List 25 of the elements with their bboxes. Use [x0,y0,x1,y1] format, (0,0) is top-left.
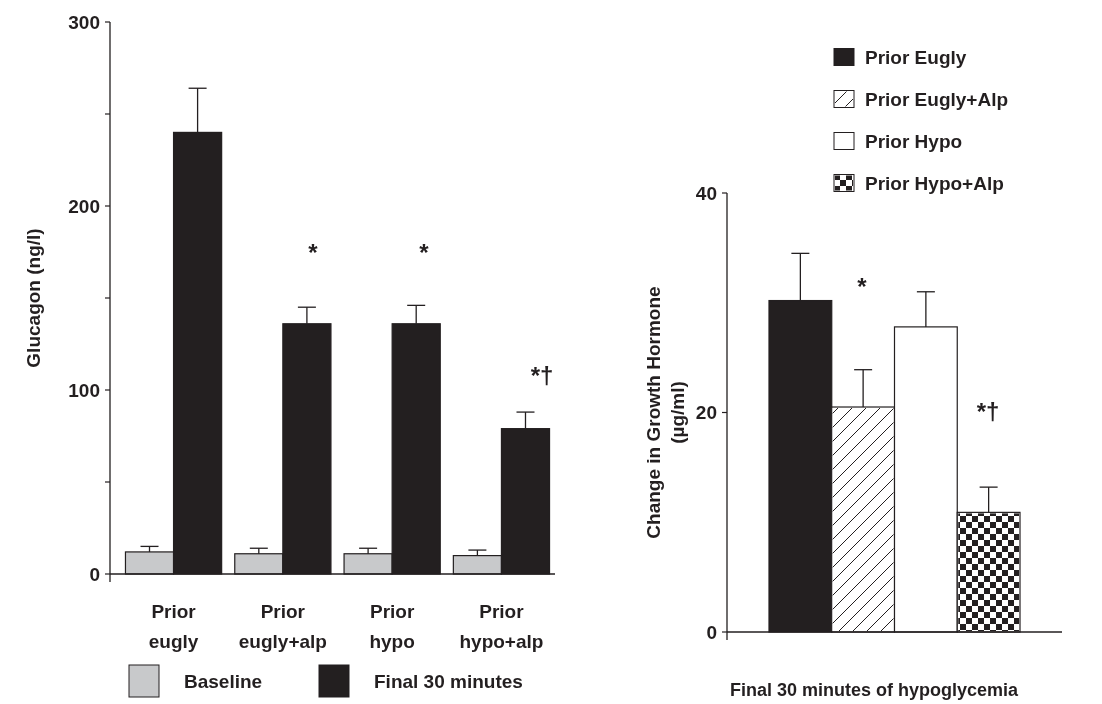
legend-label: Final 30 minutes [374,670,523,692]
y-tick-label: 200 [68,195,100,217]
legend-label: Prior Hypo [865,130,963,152]
x-axis-title: Final 30 minutes of hypoglycemia [729,680,1020,700]
legend-label: Baseline [184,670,263,692]
annotation: * [857,273,868,301]
x-tick-label: Prior eugly+alp [238,601,327,652]
x-tick-label: Prior hypo+alp [459,601,544,652]
annotation: * [419,239,430,267]
x-tick-label: Prior hypo [369,601,415,652]
legend-label: Prior Hypo+Alp [865,172,1004,194]
y-tick-label: 100 [68,379,100,401]
legend-label: Prior Eugly [865,46,967,68]
annotation: * [308,239,319,267]
annotation: *† [530,362,554,390]
y-tick-label: 40 [695,182,717,204]
x-tick-label: Prior eugly [148,601,199,652]
y-tick-label: 0 [89,563,100,585]
y-tick-label: 20 [695,402,717,424]
legend-label: Prior Eugly+Alp [865,88,1009,110]
annotation: *† [976,398,1000,426]
y-axis-title: Change in Growth Hormone (µg/ml) [643,286,688,539]
y-tick-label: 0 [706,621,717,643]
y-tick-label: 300 [68,11,100,33]
y-axis-title: Glucagon (ng/l) [23,228,44,368]
